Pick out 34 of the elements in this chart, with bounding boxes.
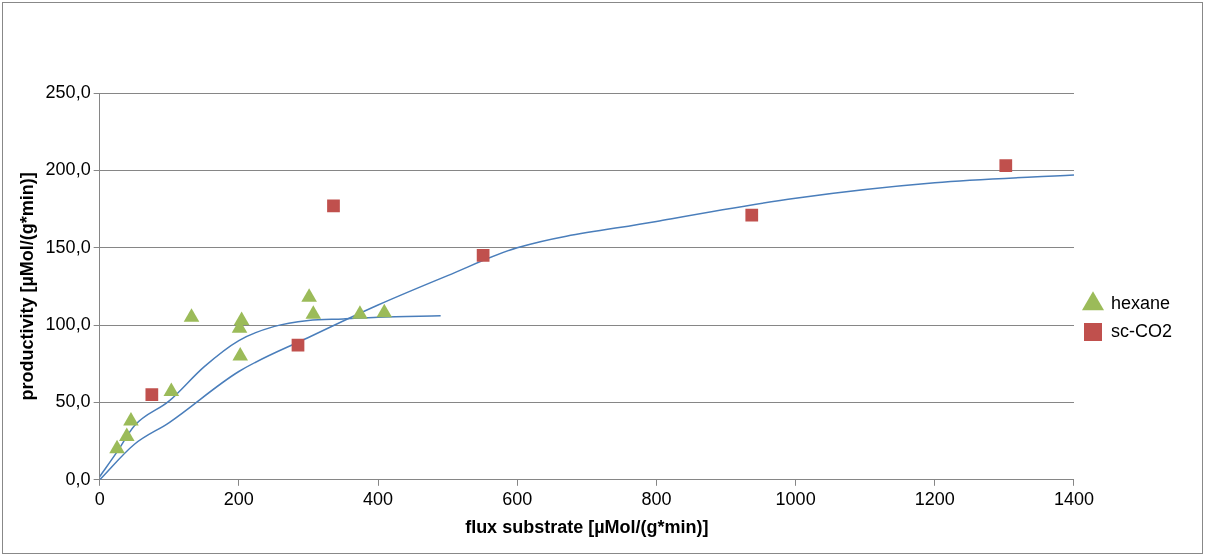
x-tick-label: 200: [223, 488, 254, 509]
point: [118, 427, 135, 441]
point: [305, 305, 322, 319]
y-tick-label: 150,0: [45, 236, 91, 257]
point: [327, 199, 340, 213]
x-tick-label: 1400: [1053, 488, 1095, 509]
point: [745, 208, 759, 222]
point: [233, 311, 250, 325]
point: [476, 249, 490, 262]
legend-label: hexane: [1111, 292, 1171, 313]
x-tick-label: 800: [641, 488, 672, 509]
point: [163, 382, 180, 397]
y-tick-label: 0,0: [65, 468, 91, 489]
point: [109, 439, 125, 454]
point: [376, 303, 393, 318]
point: [232, 347, 249, 361]
x-tick-label: 600: [502, 488, 533, 509]
y-tick-label: 100,0: [45, 314, 91, 335]
y-axis-title: productivity [µMol/(g*min)]: [16, 172, 37, 401]
point: [999, 159, 1013, 173]
x-tick-label: 0: [94, 488, 105, 509]
y-tick-label: 200,0: [45, 159, 91, 180]
point: [352, 305, 368, 319]
x-tick-label: 1000: [775, 488, 816, 509]
x-tick-label: 400: [363, 488, 394, 509]
point: [183, 308, 200, 322]
point: [123, 412, 139, 426]
x-tick-label: 1200: [914, 488, 955, 509]
x-axis-title: flux substrate [µMol/(g*min)]: [465, 517, 709, 538]
y-tick-label: 250,0: [45, 81, 91, 102]
y-tick-label: 50,0: [55, 391, 91, 412]
legend-label: sc-CO2: [1111, 320, 1173, 341]
point: [301, 288, 317, 302]
point: [291, 338, 305, 352]
